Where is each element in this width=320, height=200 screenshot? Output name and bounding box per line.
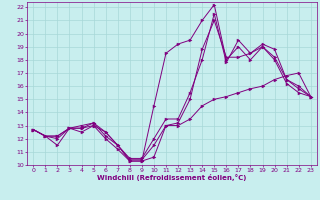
X-axis label: Windchill (Refroidissement éolien,°C): Windchill (Refroidissement éolien,°C) (97, 174, 247, 181)
